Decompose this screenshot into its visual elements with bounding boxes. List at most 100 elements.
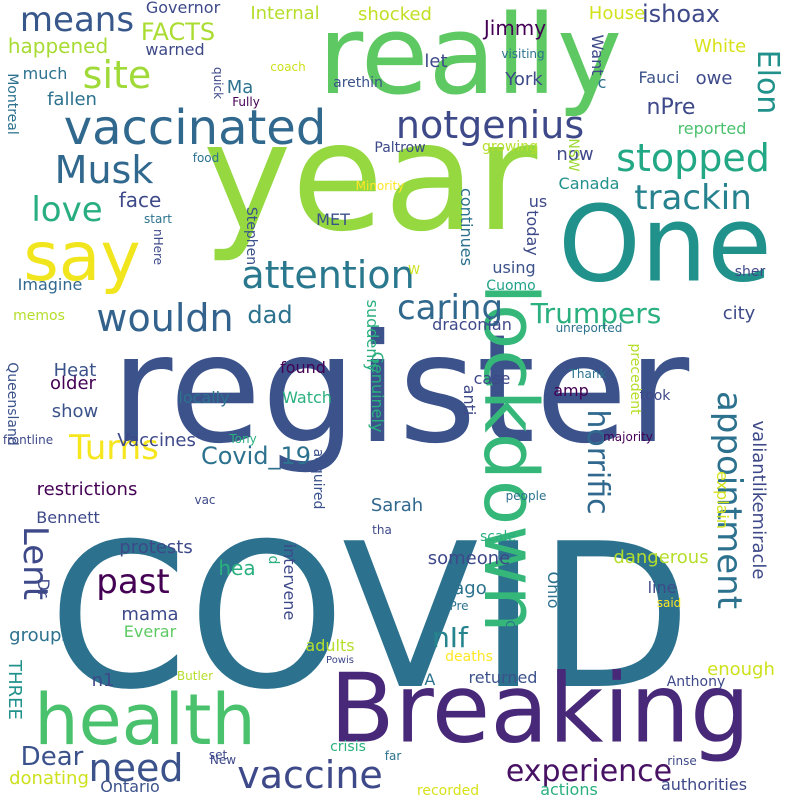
cloud-word: horrific — [580, 409, 615, 515]
cloud-word: restrictions — [36, 479, 138, 500]
cloud-word: visiting — [501, 47, 545, 61]
cloud-word: love — [31, 190, 103, 230]
cloud-word: Covid_19 — [200, 442, 312, 470]
cloud-word: FACTS — [140, 18, 216, 46]
cloud-word: someone — [427, 548, 511, 569]
cloud-word: Heat — [53, 360, 97, 381]
cloud-word: majority — [603, 430, 653, 444]
cloud-word: tha — [372, 523, 392, 537]
cloud-word: register — [110, 303, 690, 477]
cloud-word: d — [265, 555, 281, 565]
cloud-word: enough — [707, 659, 775, 680]
cloud-word: really — [317, 0, 623, 119]
cloud-word: Dr — [34, 578, 53, 598]
cloud-word: adults — [305, 636, 355, 655]
cloud-word: Internal — [250, 3, 320, 24]
cloud-word: line — [647, 578, 677, 597]
cloud-word: Montreal — [4, 73, 20, 135]
cloud-word: unreported — [555, 321, 623, 335]
cloud-word: coach — [270, 60, 306, 74]
cloud-word: Want — [588, 34, 607, 76]
cloud-word: past — [96, 562, 170, 602]
cloud-word: THREE — [4, 660, 25, 720]
cloud-word: today — [523, 210, 542, 256]
cloud-word: nHere — [151, 228, 165, 266]
cloud-word: experience — [505, 754, 673, 789]
cloud-word: year — [202, 91, 538, 265]
cloud-word: older — [50, 373, 96, 394]
cloud-word: food — [192, 151, 220, 165]
cloud-word: York — [505, 69, 543, 90]
cloud-word: Vaccines' — [117, 430, 201, 451]
cloud-word: dad — [247, 301, 293, 329]
cloud-word: mama — [121, 604, 179, 625]
cloud-word: crisis — [330, 739, 366, 755]
cloud-word: locally — [178, 388, 230, 407]
cloud-word: people — [505, 489, 547, 503]
cloud-word: n1 — [91, 670, 115, 691]
cloud-word: White — [693, 36, 747, 57]
cloud-word: Canada — [558, 174, 620, 193]
cloud-word: deaths — [445, 649, 493, 665]
cloud-word: Thank — [569, 367, 607, 381]
cloud-word: Jimmy — [483, 16, 547, 40]
cloud-word: Powis — [326, 655, 354, 666]
cloud-word: anti — [460, 384, 479, 416]
cloud-word: caring — [396, 288, 504, 328]
cloud-word: found — [280, 358, 326, 377]
cloud-word: much — [22, 64, 68, 83]
cloud-word: now — [556, 144, 594, 165]
cloud-word: Fully — [232, 95, 260, 109]
cloud-word: wouldn — [96, 296, 234, 340]
cloud-word: hea — [218, 556, 256, 580]
cloud-word: nIf — [432, 621, 468, 654]
cloud-word: notgenius — [395, 103, 585, 147]
cloud-word: dangerous — [613, 547, 709, 568]
cloud-word: warned — [145, 40, 205, 59]
cloud-word: ago — [453, 578, 487, 599]
cloud-word: memos — [13, 308, 65, 324]
cloud-word: acquired — [310, 448, 326, 510]
cloud-word: recorded — [416, 783, 480, 799]
cloud-word: intervene — [280, 543, 299, 621]
cloud-word: stopped — [616, 136, 770, 180]
cloud-word: arethin — [333, 75, 383, 91]
cloud-word: took — [639, 388, 671, 404]
cloud-word: Minority — [355, 179, 405, 193]
cloud-word: sher — [734, 264, 766, 280]
cloud-word: Stephen — [243, 206, 259, 266]
cloud-word: vaccine — [237, 753, 383, 797]
cloud-word: UVA — [402, 670, 436, 689]
cloud-word: Turns — [69, 428, 159, 468]
cloud-word: means — [19, 0, 135, 40]
cloud-word: city — [722, 303, 756, 324]
cloud-word: vaccinated — [63, 100, 327, 156]
cloud-word: Tony — [229, 432, 257, 446]
cloud-word: actions — [540, 780, 598, 799]
cloud-word: attention — [241, 253, 415, 297]
cloud-word: shocked — [358, 4, 432, 25]
cloud-word: Breaking — [329, 654, 751, 765]
cloud-word: explain — [713, 470, 732, 530]
cloud-word: House — [588, 3, 646, 24]
cloud-word: COVID — [48, 501, 692, 734]
cloud-word: us — [528, 192, 548, 211]
cloud-word: start — [144, 212, 172, 226]
cloud-word: amp — [553, 381, 589, 400]
cloud-word: Cuomo — [486, 278, 536, 294]
cloud-word: reported — [677, 119, 747, 138]
cloud-word: Fauci — [638, 68, 680, 87]
cloud-word: set — [208, 748, 228, 762]
cloud-word: Imagine — [17, 275, 83, 294]
cloud-word: Governor — [145, 0, 221, 17]
cloud-word: site — [82, 53, 152, 97]
cloud-word: owe — [695, 68, 733, 89]
cloud-word: vac — [194, 493, 216, 507]
cloud-word: said — [656, 596, 682, 610]
cloud-word: draconian — [432, 315, 512, 334]
cloud-word: Anthony — [666, 674, 726, 690]
cloud-word: returned — [468, 668, 538, 687]
cloud-word: authorities — [660, 775, 748, 794]
cloud-word: far — [384, 749, 402, 763]
